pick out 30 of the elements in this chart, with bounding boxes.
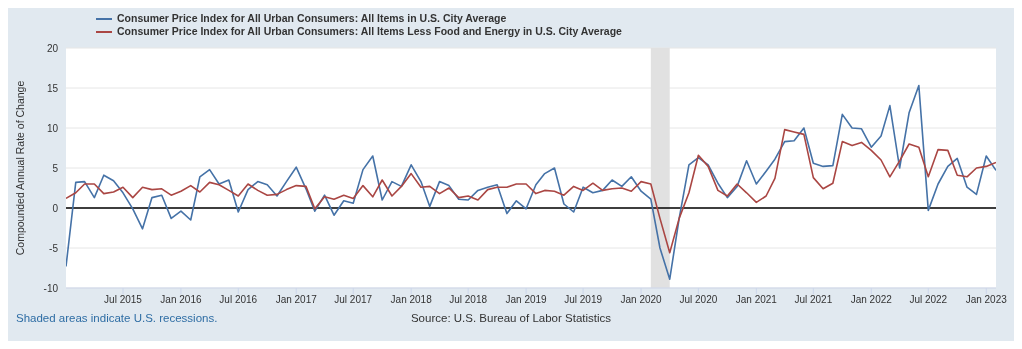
x-tick-label: Jan 2020 — [620, 294, 663, 306]
x-tick-label: Jul 2020 — [679, 294, 718, 306]
legend-label: Consumer Price Index for All Urban Consumers: All Items in U.S. City Average — [117, 12, 507, 25]
x-tick-label: Jan 2022 — [850, 294, 893, 306]
legend-label: Consumer Price Index for All Urban Consumers: All Items Less Food and Energy in U.S. City Average — [117, 25, 622, 38]
x-tick-label: Jan 2019 — [505, 294, 548, 306]
text: Shaded areas indicate U.S. recessions. — [16, 312, 218, 324]
x-tick-label: Jul 2021 — [794, 294, 833, 306]
y-tick-label: 15 — [46, 82, 59, 94]
y-tick-label: 10 — [46, 122, 59, 134]
x-tick-label: Jan 2021 — [735, 294, 778, 306]
x-tick-label: Jan 2017 — [275, 294, 318, 306]
source-note: Source: U.S. Bureau of Labor Statistics — [410, 312, 612, 324]
y-tick-label: 0 — [52, 202, 59, 214]
x-tick-label: Jul 2018 — [449, 294, 488, 306]
x-tick-label: Jul 2016 — [219, 294, 258, 306]
y-tick-label: -10 — [43, 282, 59, 294]
x-tick-label: Jul 2019 — [564, 294, 603, 306]
y-tick-label: 5 — [52, 162, 59, 174]
x-tick-label: Jan 2016 — [160, 294, 202, 306]
line-series — [66, 84, 996, 280]
y-axis-title: Compounded Annual Rate of Change — [13, 80, 26, 256]
line-series — [66, 128, 996, 254]
x-tick-label: Jul 2022 — [909, 294, 948, 306]
x-tick-label: Jan 2018 — [390, 294, 433, 306]
x-tick-label: Jan 2023 — [965, 294, 1008, 306]
y-tick-label: 20 — [46, 42, 59, 54]
y-tick-label: -5 — [49, 242, 59, 254]
x-tick-label: Jul 2017 — [334, 294, 373, 306]
x-tick-label: Jul 2015 — [104, 294, 143, 306]
